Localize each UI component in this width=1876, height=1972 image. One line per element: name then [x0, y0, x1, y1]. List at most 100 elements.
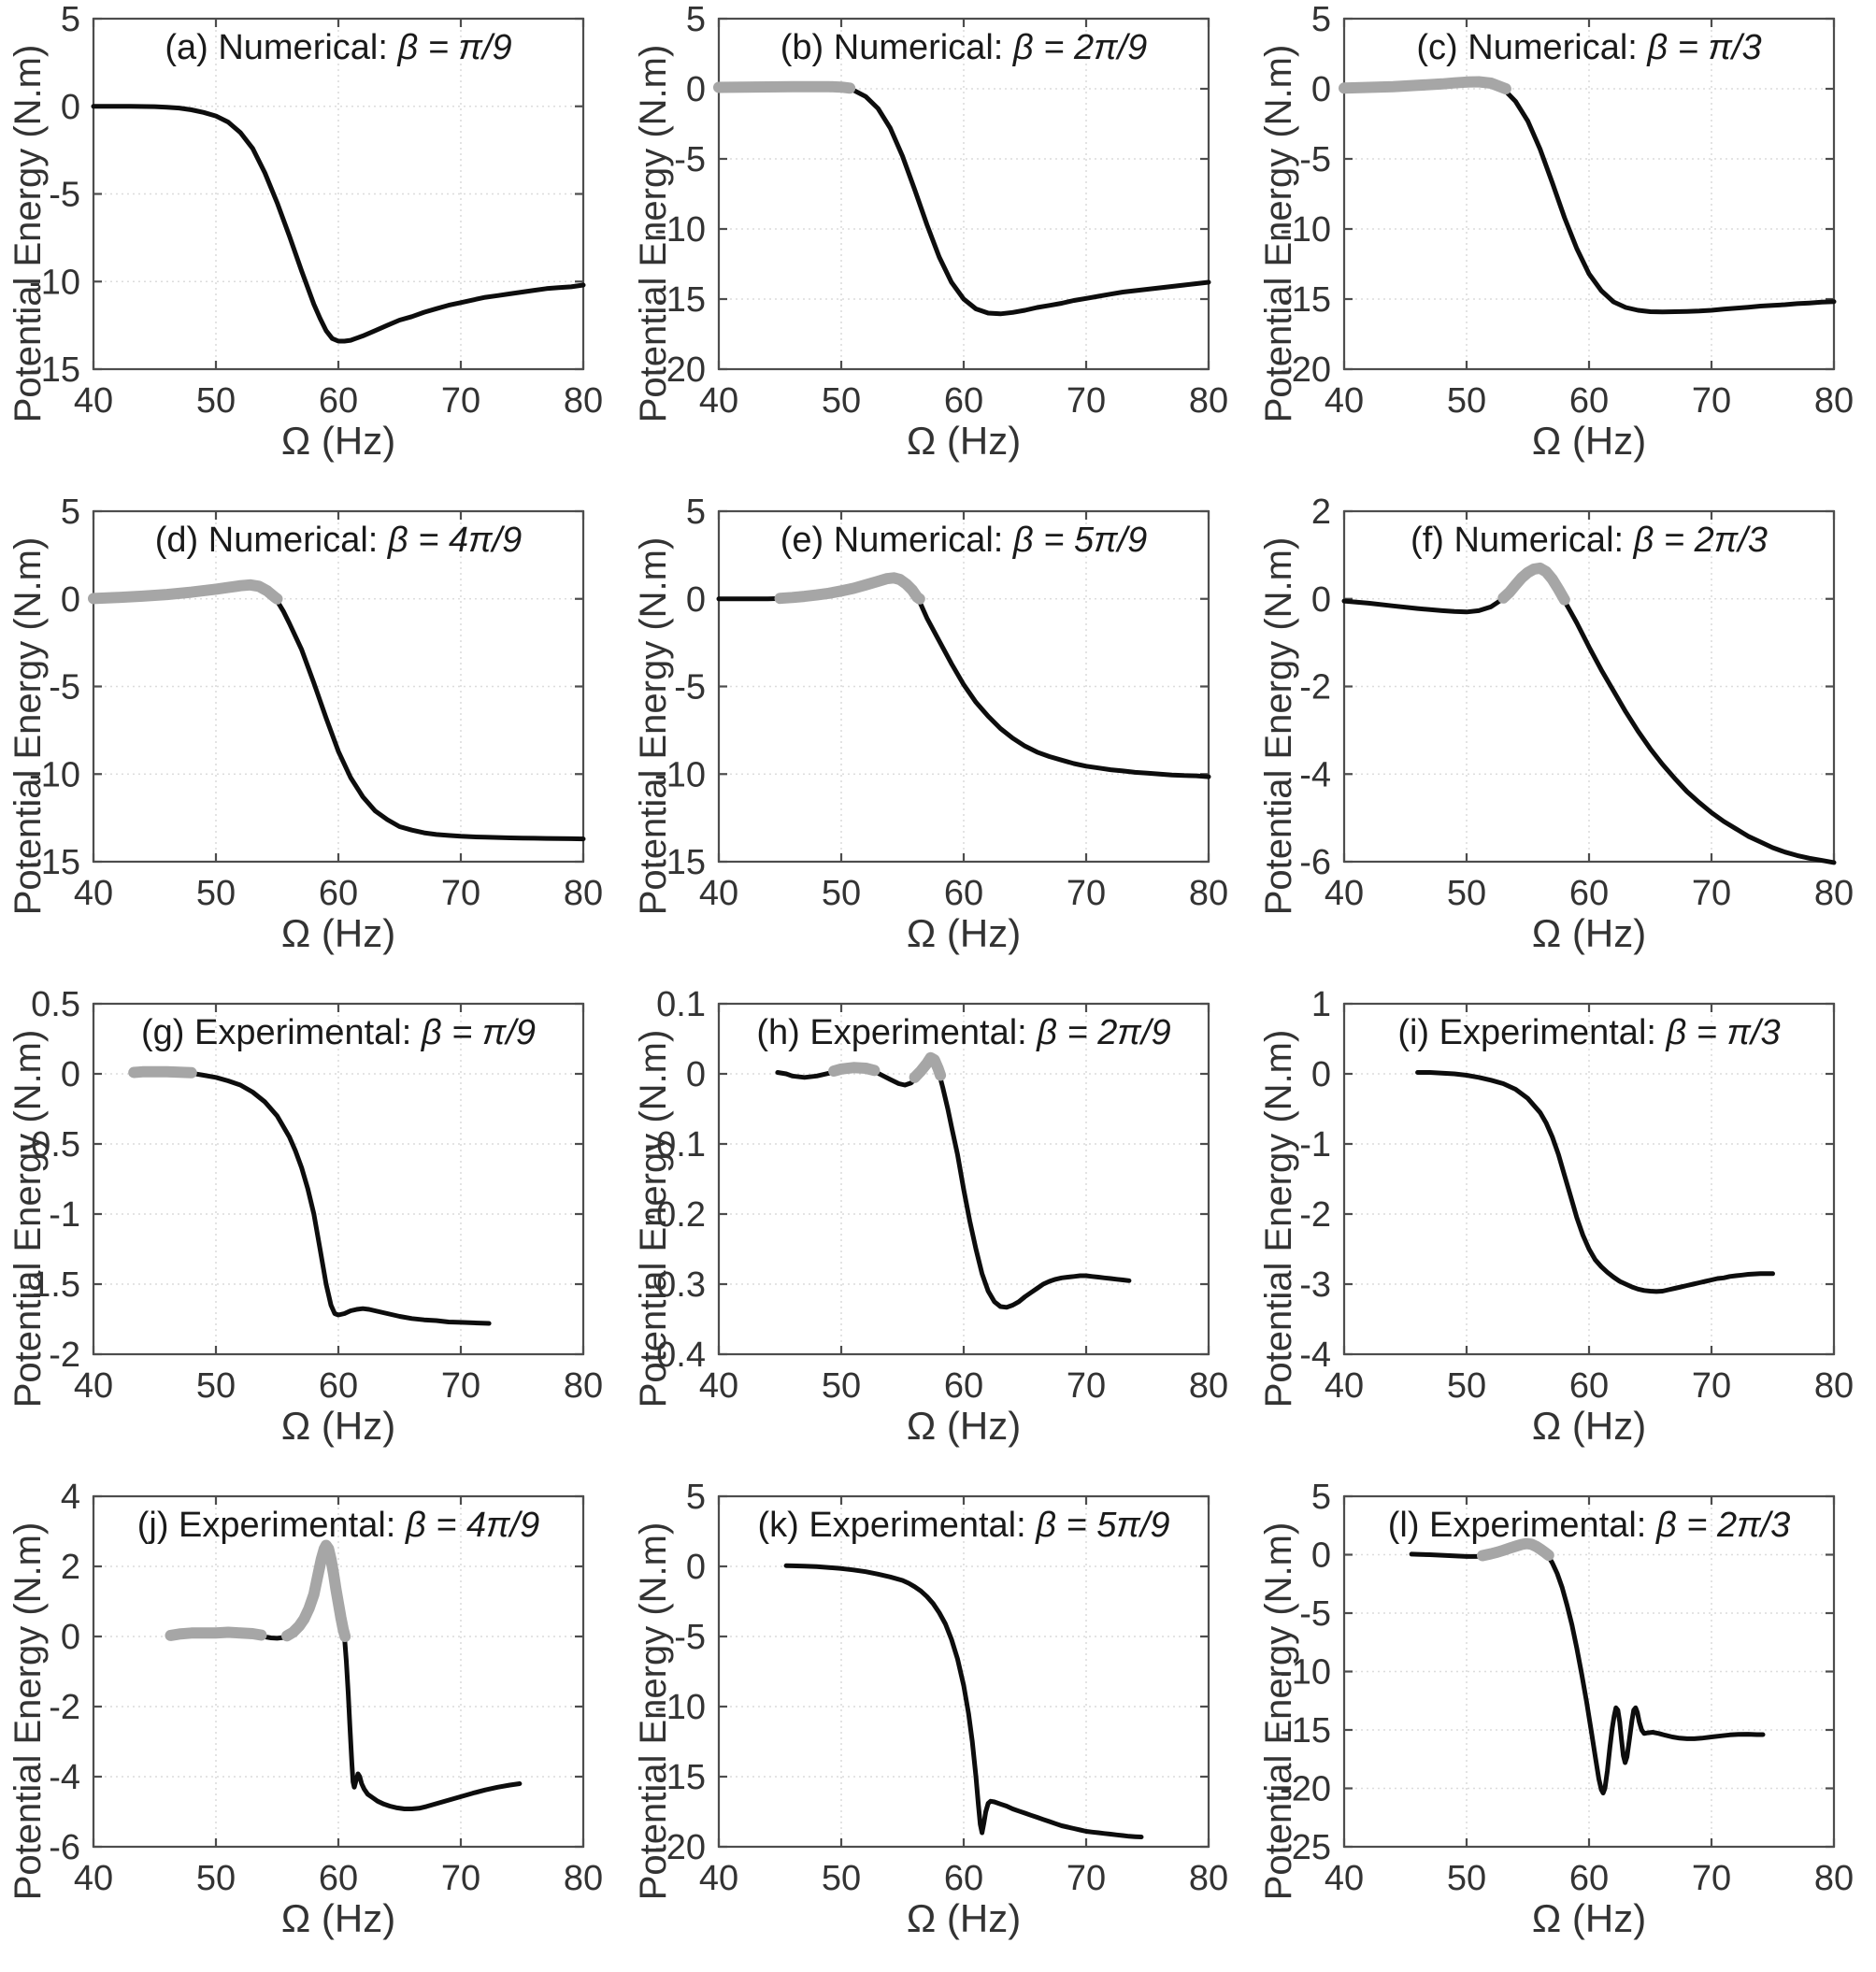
x-tick-label: 60	[1569, 1859, 1609, 1898]
x-tick-label: 50	[1447, 1859, 1486, 1898]
y-tick-label: -15	[1280, 280, 1331, 320]
y-tick-label: -5	[1299, 140, 1331, 179]
x-tick-label: 80	[1814, 1859, 1854, 1898]
panel-title: (c) Numerical: β = π/3	[1344, 28, 1834, 68]
y-tick-label: -5	[674, 1618, 706, 1657]
x-tick-label: 60	[1569, 381, 1609, 421]
y-tick-label: -3	[1299, 1265, 1331, 1305]
panel-title: (i) Experimental: β = π/3	[1344, 1013, 1834, 1053]
x-tick-label: 50	[196, 1859, 236, 1898]
x-tick-label: 70	[1692, 874, 1731, 913]
y-tick-label: -10	[1280, 1653, 1331, 1693]
y-tick-label: -4	[49, 1758, 80, 1797]
panel-title: (b) Numerical: β = 2π/9	[719, 28, 1209, 68]
panel-title-prefix: (c) Numerical:	[1416, 28, 1648, 67]
curve-black-segment-1	[189, 1070, 492, 1326]
curve-black-segment-3	[937, 1071, 1132, 1310]
y-axis-title: Potential Energy (N.m)	[7, 536, 49, 916]
x-tick-label: 80	[1814, 1366, 1854, 1406]
plot-area: 40 50 60 70 80 4 2 0 -2 -4 -6	[49, 1478, 603, 1898]
x-tick-label: 50	[196, 1366, 236, 1406]
y-tick-label: -6	[49, 1828, 80, 1867]
y-tick-label: 4	[61, 1478, 80, 1517]
y-tick-label: -2	[1299, 1195, 1331, 1235]
y-tick-label: 2	[61, 1548, 80, 1587]
curve-black-segment-2	[1562, 598, 1837, 865]
plot-area: 40 50 60 70 80 0.1 0 -0.1 -0.2 -0.3 -0.4	[645, 985, 1229, 1406]
y-tick-label: -10	[29, 263, 80, 302]
panel-title-beta: β = 4π/9	[405, 1506, 540, 1545]
curve-black-segment-2	[1545, 1552, 1766, 1795]
y-tick-label: 5	[686, 0, 706, 39]
y-tick-label: -0.2	[645, 1195, 706, 1235]
y-tick-label: 5	[1311, 0, 1331, 39]
x-tick-label: 50	[1447, 381, 1486, 421]
y-tick-label: -2	[49, 1688, 80, 1727]
y-tick-label: -1	[49, 1195, 80, 1235]
y-tick-label: 0	[686, 1548, 706, 1587]
y-tick-label: -4	[1299, 1336, 1331, 1375]
panel-title: (e) Numerical: β = 5π/9	[719, 521, 1209, 561]
x-tick-label: 80	[1814, 874, 1854, 913]
x-tick-label: 80	[564, 1859, 603, 1898]
y-axis-title: Potential Energy (N.m)	[633, 1522, 674, 1901]
plot-area: 40 50 60 70 80 0.5 0 -0.5 -1 -1.5 -2	[20, 985, 604, 1406]
y-tick-label: -2	[1299, 668, 1331, 707]
panel-title-prefix: (f) Numerical:	[1411, 521, 1634, 560]
x-tick-label: 40	[699, 1859, 738, 1898]
x-axis-title: Ω (Hz)	[280, 1896, 396, 1940]
y-tick-label: 0	[61, 1618, 80, 1657]
panel-title-beta: β = 5π/9	[1012, 521, 1148, 560]
panel-title-prefix: (k) Experimental:	[757, 1506, 1037, 1545]
y-tick-label: -5	[674, 140, 706, 179]
y-tick-label: -15	[654, 1758, 706, 1797]
x-tick-label: 60	[944, 1859, 983, 1898]
x-axis-title: Ω (Hz)	[280, 1404, 396, 1448]
y-axis-title: Potential Energy (N.m)	[7, 1029, 49, 1408]
y-tick-label: -1	[1299, 1125, 1331, 1165]
y-tick-label: 0	[61, 88, 80, 127]
x-tick-label: 50	[1447, 874, 1486, 913]
y-axis-title: Potential Energy (N.m)	[1258, 536, 1299, 916]
y-tick-label: -15	[29, 843, 80, 882]
panel-title-prefix: (b) Numerical:	[780, 28, 1013, 67]
x-tick-label: 40	[1325, 1859, 1364, 1898]
y-tick-label: 0.1	[656, 985, 706, 1024]
panel-title-prefix: (d) Numerical:	[154, 521, 388, 560]
y-tick-label: 0	[61, 1055, 80, 1094]
x-axis-title: Ω (Hz)	[1531, 1896, 1647, 1940]
y-tick-label: -10	[654, 1688, 706, 1727]
x-tick-label: 60	[319, 381, 358, 421]
panel-title-prefix: (l) Experimental:	[1387, 1506, 1656, 1545]
curve-black-segment-1	[91, 104, 586, 344]
x-tick-label: 50	[822, 1859, 861, 1898]
y-axis-title: Potential Energy (N.m)	[1258, 1522, 1299, 1901]
y-tick-label: 0	[1311, 1055, 1331, 1094]
plot-area: 40 50 60 70 80 1 0 -1 -2 -3 -4	[1299, 985, 1854, 1406]
y-tick-label: -10	[654, 210, 706, 250]
x-tick-label: 40	[74, 874, 113, 913]
panel-title-prefix: (g) Experimental:	[140, 1013, 422, 1052]
subplot-k: 40 50 60 70 80 5 0 -5 -10 -15 -20 (k) Experimental…	[625, 1478, 1251, 1970]
y-tick-label: -5	[1299, 1594, 1331, 1634]
panel-title-prefix: (i) Experimental:	[1397, 1013, 1667, 1052]
x-tick-label: 70	[1067, 381, 1106, 421]
panel-title-beta: β = 2π/3	[1633, 521, 1768, 560]
subplot-i: 40 50 60 70 80 1 0 -1 -2 -3 -4 (i) Experimental: β…	[1251, 985, 1876, 1478]
y-axis-title: Potential Energy (N.m)	[7, 44, 49, 423]
x-axis-title: Ω (Hz)	[906, 419, 1022, 463]
x-axis-title: Ω (Hz)	[280, 911, 396, 955]
x-tick-label: 70	[441, 874, 480, 913]
curve-black-segment-2	[342, 1634, 523, 1811]
curve-gray-segment-2	[909, 1051, 947, 1083]
y-tick-label: -10	[29, 755, 80, 794]
x-tick-label: 60	[944, 874, 983, 913]
y-tick-label: -20	[654, 350, 706, 390]
y-tick-label: -0.1	[645, 1125, 706, 1165]
y-axis-title: Potential Energy (N.m)	[633, 44, 674, 423]
